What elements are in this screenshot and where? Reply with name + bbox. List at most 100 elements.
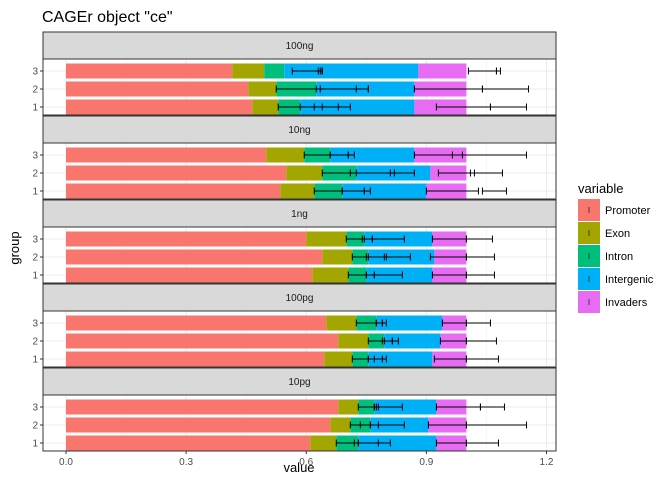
y-tick-label: 2: [32, 421, 38, 432]
error-bar-invaders: [465, 271, 495, 279]
strip-label: 100pg: [286, 293, 314, 304]
strip-background: [42, 31, 557, 60]
strip-label: 10pg: [288, 377, 310, 388]
bar-segment-promoter: [66, 315, 327, 331]
legend-item-intron: Intron: [578, 245, 633, 267]
error-bar-invaders: [465, 355, 499, 363]
facet-panel-10ng: 10ng 3 2 1: [32, 115, 557, 200]
x-tick-label: 0.9: [419, 457, 433, 468]
y-tick-label: 2: [32, 85, 38, 96]
bar-segment-promoter: [66, 399, 339, 415]
facet-panel-10pg: 10pg 3 2 1: [32, 367, 557, 452]
error-bar-intron: [347, 151, 355, 159]
bar-segment-promoter: [66, 333, 339, 349]
y-tick-label: 1: [32, 355, 38, 366]
error-bar-invaders: [481, 85, 529, 93]
facet-panel-1ng: 1ng 3 2 1: [32, 199, 557, 284]
y-tick-label: 2: [32, 169, 38, 180]
bar-segment-exon: [338, 333, 369, 349]
bar-segment-exon: [248, 81, 277, 97]
facet-panel-100ng: 100ng 3 2 1: [32, 31, 557, 116]
bar-segment-promoter: [66, 147, 267, 163]
legend-item-intergenic: Intergenic: [578, 268, 654, 290]
y-tick-label: 3: [32, 67, 38, 78]
bar-segment-intergenic: [284, 63, 419, 79]
bar-segment-intergenic: [330, 147, 415, 163]
error-bar-intron: [369, 421, 405, 429]
facet-panels: 100ng 3 2 1 10ng 3 2 1 1ng 3 2 1 100pg 3 2 1 10pg 3 2 1: [32, 31, 557, 452]
bar-segment-intergenic: [374, 399, 437, 415]
bar-segment-exon: [232, 63, 265, 79]
error-bar-invaders: [465, 421, 527, 429]
bar-segment-exon: [330, 417, 351, 433]
bar-segment-intergenic: [376, 315, 443, 331]
error-bar-invaders: [465, 253, 495, 261]
bar-segment-intergenic: [300, 99, 415, 115]
panel-border: [42, 310, 557, 368]
y-tick-label: 1: [32, 439, 38, 450]
bar-segment-exon: [310, 435, 337, 451]
legend-title: variable: [578, 181, 624, 196]
strip-label: 100ng: [286, 41, 314, 52]
error-bar-invaders: [465, 319, 491, 327]
bar-segment-intron: [264, 63, 285, 79]
error-bar-invaders: [489, 103, 527, 111]
legend-item-exon: Exon: [578, 222, 630, 244]
bar-segment-promoter: [66, 231, 307, 247]
error-bar-intergenic: [425, 187, 479, 195]
legend-label: Intron: [605, 251, 633, 263]
x-axis: 0.0 0.3 0.6 0.9 1.2: [59, 451, 554, 468]
error-bar-invaders: [469, 169, 503, 177]
legend: variable Promoter Exon Intron Intergenic Inv…: [578, 181, 654, 313]
y-tick-label: 3: [32, 403, 38, 414]
error-bar-intron: [383, 253, 411, 261]
bar-segment-promoter: [66, 249, 323, 265]
x-tick-label: 1.2: [540, 457, 554, 468]
strip-label: 1ng: [291, 209, 308, 220]
legend-item-invaders: Invaders: [578, 291, 648, 313]
panel-border: [42, 58, 557, 116]
bar-segment-exon: [286, 165, 323, 181]
bar-segment-exon: [252, 99, 279, 115]
legend-label: Exon: [605, 228, 630, 240]
error-bar-intron: [391, 337, 399, 345]
bar-segment-promoter: [66, 81, 249, 97]
bar-segment-exon: [326, 315, 357, 331]
panel-border: [42, 226, 557, 284]
legend-label: Intergenic: [605, 274, 654, 286]
bar-segment-intergenic: [342, 183, 427, 199]
y-tick-label: 2: [32, 253, 38, 264]
error-bar-invaders: [451, 151, 527, 159]
error-bar-intron: [321, 103, 351, 111]
bar-segment-promoter: [66, 183, 281, 199]
bar-segment-exon: [280, 183, 315, 199]
facet-panel-100pg: 100pg 3 2 1: [32, 283, 557, 368]
panel-border: [42, 142, 557, 200]
error-bar-intron: [357, 439, 391, 447]
strip-background: [42, 115, 557, 144]
x-tick-label: 0.3: [179, 457, 193, 468]
legend-label: Promoter: [605, 205, 651, 217]
bar-segment-promoter: [66, 417, 331, 433]
bar-segment-exon: [312, 267, 349, 283]
y-tick-label: 3: [32, 235, 38, 246]
bar-segment-exon: [322, 249, 353, 265]
x-tick-label: 0.0: [59, 457, 73, 468]
error-bar-invaders: [481, 187, 507, 195]
error-bar-intron: [373, 271, 403, 279]
bar-segment-exon: [306, 231, 347, 247]
y-tick-label: 3: [32, 151, 38, 162]
error-bar-invaders: [479, 403, 505, 411]
bar-segment-exon: [324, 351, 353, 367]
error-bar-intron: [389, 169, 415, 177]
error-bar-intron: [355, 85, 369, 93]
error-bar-invaders: [465, 235, 493, 243]
error-bar-intron: [373, 355, 387, 363]
bar-segment-invaders: [418, 63, 467, 79]
bar-segment-intergenic: [384, 333, 441, 349]
bar-segment-promoter: [66, 267, 313, 283]
bar-segment-promoter: [66, 99, 253, 115]
chart-title: CAGEr object "ce": [42, 9, 173, 26]
y-tick-label: 1: [32, 103, 38, 114]
